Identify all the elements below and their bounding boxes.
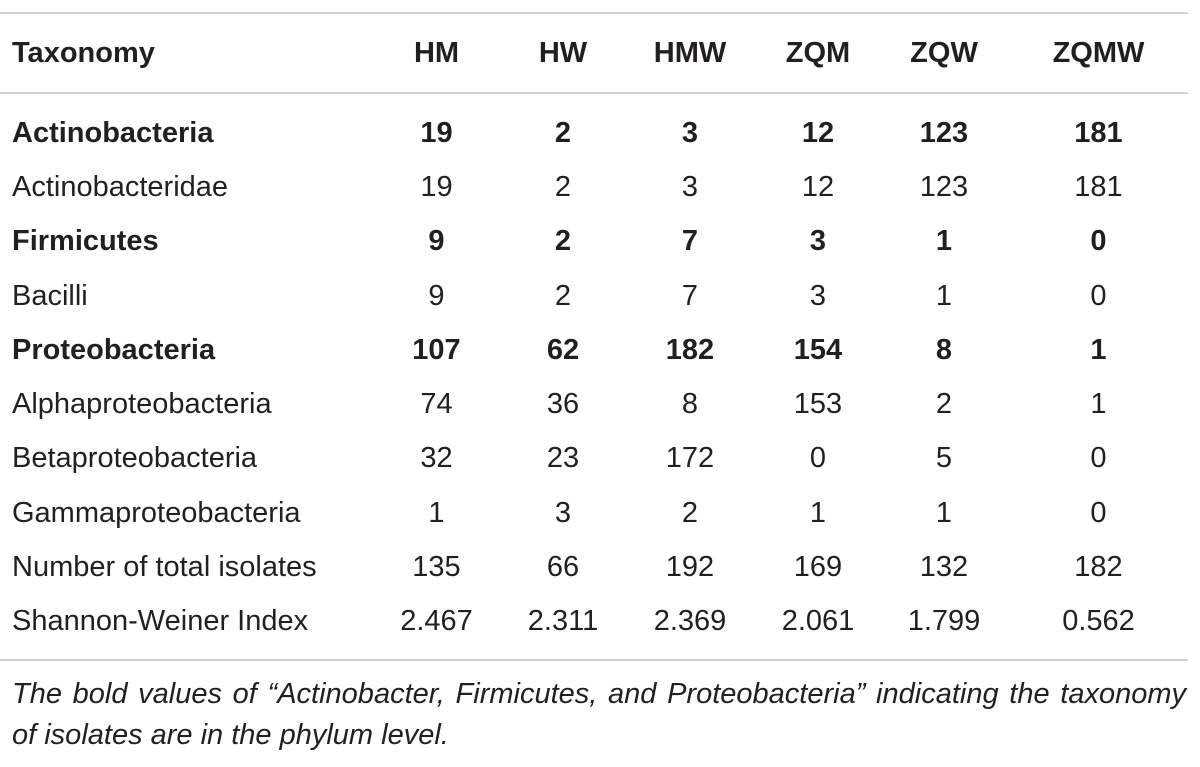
cell-value: 1: [1090, 333, 1107, 366]
cell-value: 132: [919, 551, 969, 584]
cell-value: 1: [935, 279, 953, 312]
cell-value: 1: [1090, 388, 1107, 421]
cell-value: 1: [428, 496, 445, 529]
row-label: Bacilli: [12, 279, 88, 312]
header-zqm: ZQM: [785, 36, 851, 69]
cell-value: 36: [546, 388, 580, 421]
cell-value: 19: [420, 116, 453, 149]
row-label: Firmicutes: [12, 225, 159, 258]
table-row: Alphaproteobacteria 74 36 8 153 2 1: [0, 377, 1188, 431]
cell-value: 0.562: [1062, 605, 1135, 638]
cell-value: 7: [681, 279, 699, 312]
cell-value: 3: [554, 496, 572, 529]
cell-value: 3: [809, 279, 827, 312]
row-label: Proteobacteria: [12, 333, 216, 366]
cell-value: 62: [546, 333, 580, 366]
table-footnote: The bold values of “Actinobacter, Firmic…: [12, 678, 1186, 751]
cell-value: 2: [554, 279, 572, 312]
cell-value: 0: [809, 442, 827, 475]
row-label: Betaproteobacteria: [12, 442, 258, 475]
table-row: Bacilli 9 2 7 3 1 0: [0, 269, 1188, 323]
bottom-rule: [0, 659, 1188, 661]
cell-value: 123: [919, 116, 969, 149]
cell-value: 2.369: [653, 605, 727, 638]
cell-value: 123: [919, 170, 969, 203]
cell-value: 66: [546, 551, 580, 584]
cell-value: 135: [412, 551, 461, 584]
cell-value: 2: [935, 388, 953, 421]
row-label: Number of total isolates: [12, 551, 317, 584]
header-hmw: HMW: [653, 36, 727, 69]
cell-value: 1: [935, 225, 953, 258]
cell-value: 0: [1090, 225, 1107, 258]
table-row: Betaproteobacteria 32 23 172 0 5 0: [0, 432, 1188, 486]
cell-value: 23: [546, 442, 580, 475]
taxonomy-table: Taxonomy HM HW HMW ZQM ZQW ZQMW Actinoba…: [0, 26, 1188, 649]
cell-value: 172: [665, 442, 715, 475]
table-row: Actinobacteridae 19 2 3 12 123 181: [0, 160, 1188, 214]
cell-value: 2: [554, 116, 572, 149]
header-hw: HW: [538, 36, 588, 69]
cell-value: 12: [801, 116, 835, 149]
row-label: Actinobacteria: [12, 116, 214, 149]
table-row: Proteobacteria 107 62 182 154 8 1: [0, 323, 1188, 377]
cell-value: 0: [1090, 496, 1107, 529]
cell-value: 182: [1074, 551, 1123, 584]
header-spacer: [0, 80, 1188, 106]
cell-value: 9: [428, 279, 445, 312]
cell-value: 182: [665, 333, 715, 366]
cell-value: 192: [665, 551, 715, 584]
cell-value: 2.467: [400, 605, 473, 638]
cell-value: 0: [1090, 279, 1107, 312]
cell-value: 8: [935, 333, 953, 366]
cell-value: 2.061: [781, 605, 855, 638]
header-taxonomy: Taxonomy: [12, 36, 155, 69]
cell-value: 169: [793, 551, 843, 584]
cell-value: 32: [420, 442, 453, 475]
cell-value: 12: [801, 170, 835, 203]
cell-value: 3: [809, 225, 827, 258]
cell-value: 1.799: [907, 605, 981, 638]
row-label: Alphaproteobacteria: [12, 388, 272, 421]
header-rule: [0, 92, 1188, 94]
cell-value: 9: [428, 225, 445, 258]
table-row: Actinobacteria 19 2 3 12 123 181: [0, 106, 1188, 160]
table-row: Gammaproteobacteria 1 3 2 1 1 0: [0, 486, 1188, 540]
top-rule: [0, 12, 1188, 14]
cell-value: 1: [809, 496, 827, 529]
cell-value: 8: [681, 388, 699, 421]
table-body: Actinobacteria 19 2 3 12 123 181 Actinobacterid…: [0, 106, 1188, 649]
cell-value: 107: [412, 333, 461, 366]
cell-value: 7: [681, 225, 699, 258]
row-label: Gammaproteobacteria: [12, 496, 301, 529]
row-label: Actinobacteridae: [12, 170, 229, 203]
cell-value: 181: [1074, 116, 1123, 149]
table-row: Number of total isolates 135 66 192 169 132 18…: [0, 540, 1188, 594]
cell-value: 5: [935, 442, 953, 475]
cell-value: 3: [681, 170, 699, 203]
header-zqw: ZQW: [910, 36, 978, 69]
cell-value: 181: [1074, 170, 1123, 203]
row-label: Shannon-Weiner Index: [12, 605, 309, 638]
table-row: Shannon-Weiner Index 2.467 2.311 2.369 2.061…: [0, 595, 1188, 649]
cell-value: 2: [554, 225, 572, 258]
cell-value: 0: [1090, 442, 1107, 475]
table-row: Firmicutes 9 2 7 3 1 0: [0, 215, 1188, 269]
cell-value: 2: [554, 170, 572, 203]
cell-value: 2.311: [527, 605, 599, 638]
header-hm: HM: [413, 36, 460, 69]
header-row: Taxonomy HM HW HMW ZQM ZQW ZQMW: [0, 26, 1188, 80]
cell-value: 154: [793, 333, 843, 366]
cell-value: 74: [420, 388, 453, 421]
cell-value: 153: [793, 388, 843, 421]
cell-value: 1: [935, 496, 953, 529]
cell-value: 3: [681, 116, 699, 149]
header-zqmw: ZQMW: [1052, 36, 1145, 69]
cell-value: 19: [420, 170, 453, 203]
cell-value: 2: [681, 496, 699, 529]
